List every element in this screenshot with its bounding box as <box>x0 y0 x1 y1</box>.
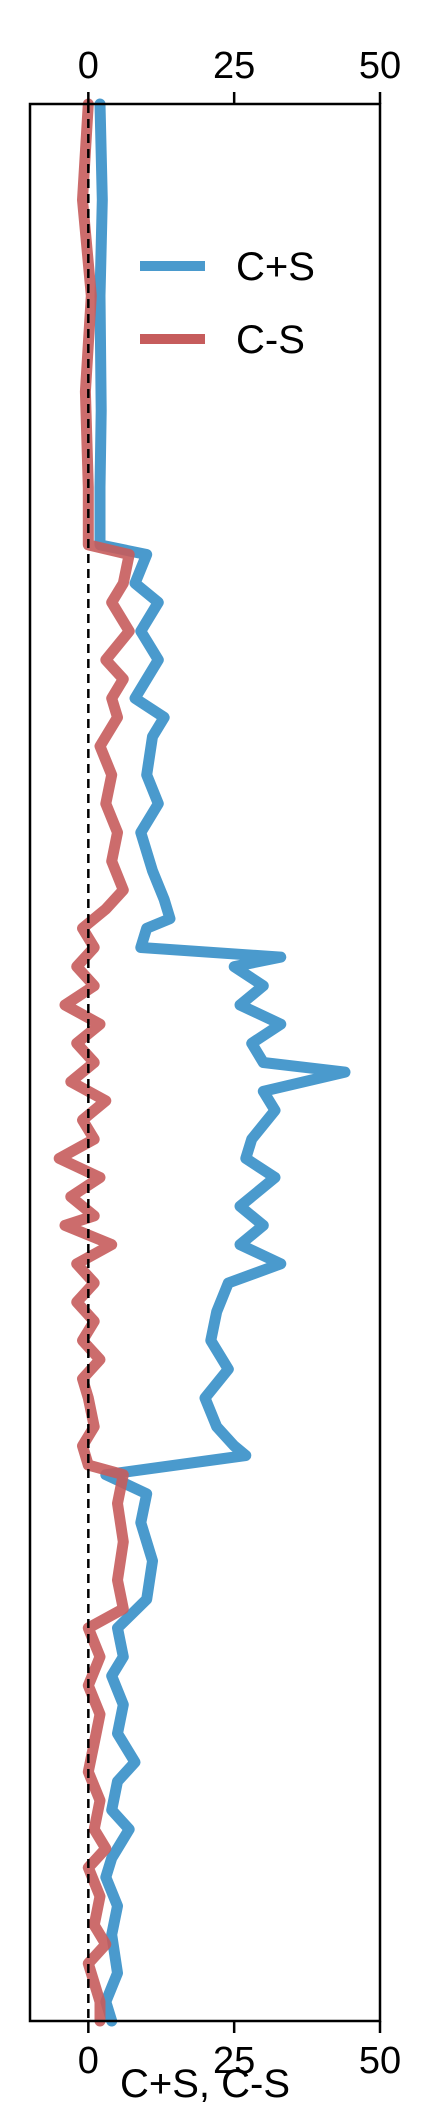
legend: C+S C-S <box>140 245 315 362</box>
legend-label-c-plus-s: C+S <box>236 245 315 289</box>
legend-label-c-minus-s: C-S <box>236 318 305 362</box>
x-tick-label-top-50: 50 <box>359 45 401 87</box>
series-line-c-minus-s <box>53 98 135 2027</box>
x-axis-title: C+S, C-S <box>120 2062 290 2106</box>
x-tick-label-top-25: 25 <box>213 45 255 87</box>
series-layer <box>53 98 351 2027</box>
plot-frame <box>28 102 382 2023</box>
tick-layer: 0 0 25 25 50 50 <box>78 45 401 2082</box>
x-tick-label-bottom-25: 25 <box>213 2040 255 2082</box>
x-tick-label-bottom-0: 0 <box>78 2040 99 2082</box>
x-tick-label-bottom-50: 50 <box>359 2040 401 2082</box>
series-line-c-plus-s <box>94 98 351 2027</box>
x-tick-label-top-0: 0 <box>78 45 99 87</box>
